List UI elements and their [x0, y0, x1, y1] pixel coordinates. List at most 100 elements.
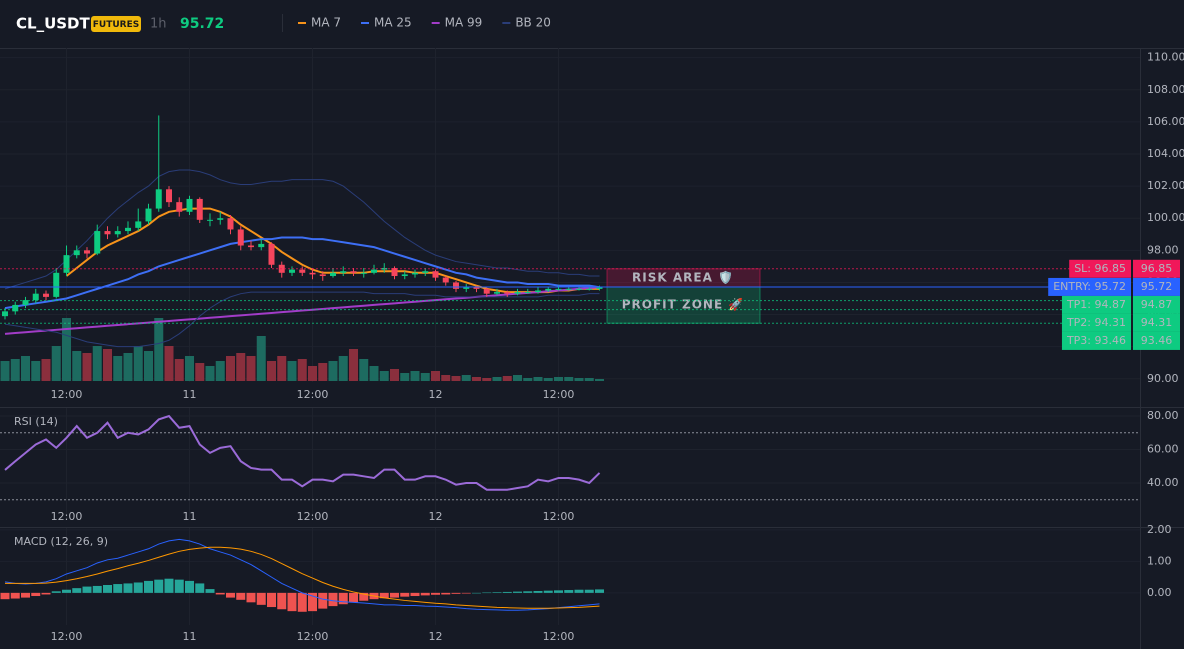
- volume-bar: [267, 361, 276, 381]
- y-tick-label: 0.00: [1147, 586, 1172, 599]
- volume-bar: [51, 346, 61, 381]
- volume-bar: [472, 377, 481, 381]
- candle-body: [401, 274, 408, 277]
- candle-body: [186, 198, 193, 212]
- histogram-bar: [113, 584, 123, 593]
- panel-title: MACD (12, 26, 9): [14, 535, 108, 548]
- candle-body: [463, 287, 470, 289]
- candle-body: [360, 272, 367, 274]
- rsi-line: [4, 414, 601, 491]
- histogram-bar: [523, 591, 533, 593]
- candle-body: [565, 288, 572, 290]
- volume-bar: [359, 359, 369, 381]
- x-tick-label: 11: [183, 630, 197, 643]
- volume-bar: [574, 378, 584, 381]
- candle-body: [166, 189, 172, 203]
- x-tick-label: 12:00: [297, 510, 329, 523]
- volume-bar: [287, 361, 297, 381]
- histogram-bar: [21, 592, 30, 598]
- candle-body: [309, 272, 316, 275]
- histogram-bar: [31, 592, 41, 597]
- volume-bar: [543, 378, 553, 381]
- volume-bar: [144, 351, 153, 381]
- interval: 1h: [150, 17, 167, 32]
- price-tag-label: 96.85: [1141, 262, 1173, 275]
- candle-body: [104, 231, 111, 235]
- candle-body: [217, 218, 224, 220]
- volume-bar: [195, 363, 205, 381]
- volume-bar: [215, 361, 225, 381]
- price-tag-label: 94.87: [1141, 298, 1173, 311]
- candle-body: [289, 269, 295, 273]
- volume-bar: [482, 378, 492, 381]
- panel-title: RSI (14): [14, 415, 58, 428]
- volume-bar: [564, 377, 574, 381]
- volume-bar: [420, 373, 430, 381]
- volume-bar: [154, 318, 164, 381]
- volume-bar: [410, 371, 420, 381]
- candle-body: [442, 277, 449, 283]
- candle-body: [483, 288, 490, 294]
- x-tick-label: 12:00: [297, 388, 329, 401]
- level-tag: ENTRY: 95.72: [1048, 277, 1131, 296]
- histogram-bar: [144, 580, 153, 593]
- candle-body: [43, 293, 49, 297]
- volume-bar: [123, 353, 133, 381]
- histogram-bar: [51, 591, 61, 593]
- level-tag-label: TP3: 93.46: [1066, 334, 1126, 347]
- candle-body: [350, 271, 357, 273]
- volume-bar: [390, 369, 399, 381]
- legend-label: BB 20: [515, 16, 551, 30]
- x-tick-label: 12:00: [297, 630, 329, 643]
- volume-bar: [523, 378, 533, 381]
- candle-body: [504, 292, 511, 294]
- histogram-bar: [400, 592, 410, 597]
- histogram-bar: [103, 585, 112, 593]
- macd-line: [4, 538, 600, 611]
- x-tick-label: 11: [183, 510, 197, 523]
- volume-bar: [400, 373, 410, 381]
- x-tick-label: 12: [429, 388, 443, 401]
- price-tag-bg: [1133, 331, 1180, 350]
- histogram-bar: [267, 592, 276, 608]
- last-price: 95.72: [180, 16, 224, 32]
- histogram-bar: [123, 583, 133, 593]
- histogram-bar: [410, 592, 420, 597]
- bollinger-band: [4, 169, 600, 290]
- histogram-bar: [543, 590, 553, 593]
- candle-body: [524, 292, 531, 294]
- candle-body: [2, 311, 8, 317]
- candle-body: [207, 219, 213, 221]
- volume-bar: [205, 366, 215, 381]
- x-tick-label: 12:00: [543, 388, 575, 401]
- badge-text: FUTURES: [93, 20, 139, 30]
- candle-body: [258, 243, 265, 248]
- histogram-bar: [338, 592, 348, 605]
- candle-body: [545, 288, 552, 291]
- price-tag-bg: [1133, 295, 1180, 314]
- histogram-bar: [513, 591, 522, 593]
- x-tick-label: 11: [183, 388, 197, 401]
- candle-body: [596, 286, 603, 289]
- histogram-bar: [379, 592, 389, 599]
- histogram-bar: [574, 589, 584, 593]
- histogram-bar: [451, 592, 461, 594]
- badge: [91, 16, 141, 32]
- price-tag-label: 94.31: [1141, 316, 1173, 329]
- histogram-bar: [431, 592, 440, 595]
- price-tag-bg: [1133, 259, 1180, 278]
- x-tick-label: 12: [429, 630, 443, 643]
- volume-bar: [297, 359, 307, 381]
- histogram-bar: [41, 592, 51, 595]
- candle-body: [268, 243, 275, 265]
- level-tag: TP1: 94.87: [1061, 295, 1131, 314]
- volume-bar: [502, 376, 512, 381]
- histogram-bar: [349, 592, 358, 603]
- volume-bar: [349, 349, 358, 381]
- level-tag-bg: [1061, 331, 1131, 350]
- legend-label: MA 25: [374, 16, 412, 30]
- volume-bar: [164, 346, 174, 381]
- macd-line: [5, 546, 600, 609]
- volume-bar: [595, 379, 604, 381]
